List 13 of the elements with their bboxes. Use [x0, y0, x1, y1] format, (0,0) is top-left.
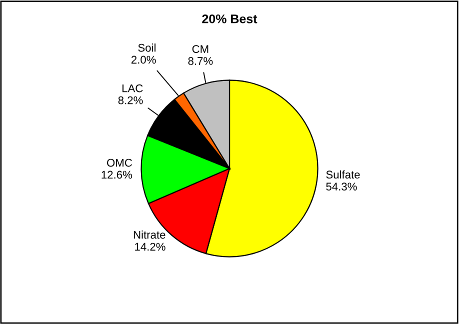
data-label: 8.2% [118, 96, 143, 104]
slice-label: OMC [107, 158, 132, 167]
data-label: 54.3% [326, 182, 357, 191]
slice-label: Nitrate [134, 230, 166, 239]
slice-label: LAC [122, 84, 143, 92]
slice-label: Sulfate [326, 170, 360, 179]
slice-label: CM [192, 45, 208, 53]
chart-title: 20% Best [202, 14, 258, 24]
data-label: 8.7% [188, 57, 213, 65]
data-label: 2.0% [131, 56, 156, 64]
data-label: 14.2% [135, 242, 166, 251]
data-label: 12.6% [102, 170, 132, 179]
slice-label: Soil [138, 44, 156, 52]
